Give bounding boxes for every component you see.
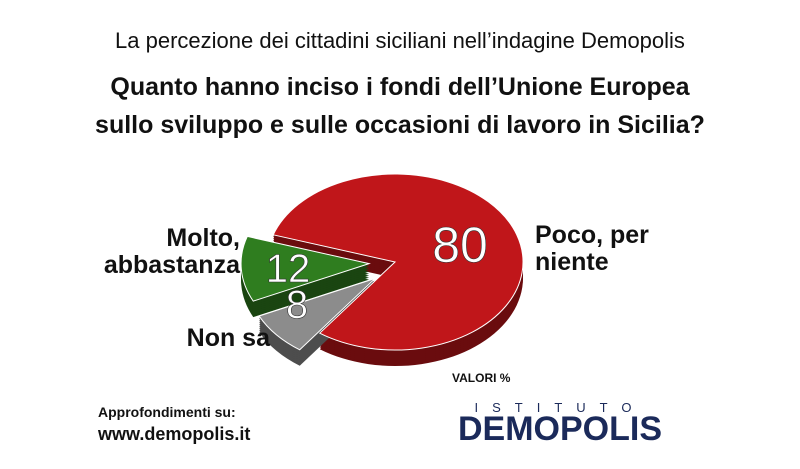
footer-label: Approfondimenti su: xyxy=(98,404,236,420)
value-label: 12 xyxy=(266,247,311,291)
unit-note: VALORI % xyxy=(452,371,511,385)
value-label: 8 xyxy=(286,283,308,327)
pie xyxy=(240,173,524,366)
footer-url: www.demopolis.it xyxy=(97,424,250,444)
category-label: Poco, per niente xyxy=(535,221,649,276)
slice xyxy=(272,173,524,351)
logo: DEMOPOLIS xyxy=(458,410,662,448)
category-label: Non sa xyxy=(186,324,270,352)
chart-subtitle: sullo sviluppo e sulle occasioni di lavo… xyxy=(95,111,705,139)
category-label: Molto, abbastanza xyxy=(103,224,240,279)
value-label: 80 xyxy=(432,217,488,273)
slice xyxy=(240,235,371,302)
slice xyxy=(258,278,376,351)
chart-subtitle: Quanto hanno inciso i fondi dell’Unione … xyxy=(110,73,690,101)
chart-title: La percezione dei cittadini siciliani ne… xyxy=(115,28,685,53)
logo-top: ISTITUTO xyxy=(475,400,646,415)
